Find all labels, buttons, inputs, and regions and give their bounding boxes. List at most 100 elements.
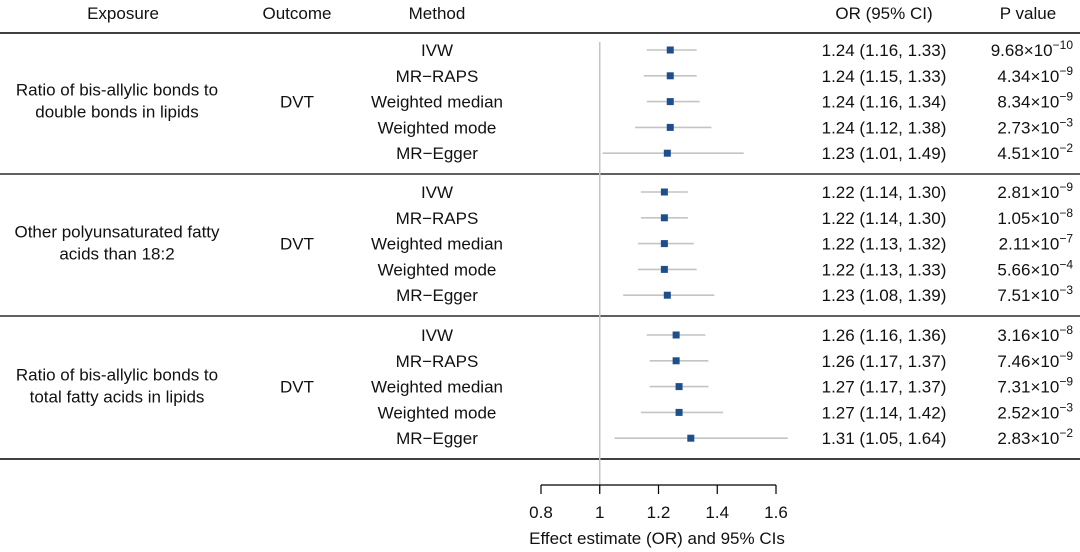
x-axis-ticks: 0.8 1 1.2 1.4 1.6 — [529, 485, 788, 522]
forest-row: MR−Egger 1.31 (1.05, 1.64) 2.83×10−2 — [396, 426, 1073, 448]
forest-row: MR−RAPS 1.24 (1.15, 1.33) 4.34×10−9 — [396, 64, 1074, 86]
exposure-line: double bonds in lipids — [35, 103, 199, 122]
p-value-text: 2.81×10−9 — [997, 180, 1073, 202]
or-ci-text: 1.22 (1.13, 1.33) — [822, 260, 947, 279]
forest-row: IVW 1.26 (1.16, 1.36) 3.16×10−8 — [421, 323, 1073, 345]
p-value-text: 7.31×10−9 — [997, 375, 1073, 397]
method-label: MR−RAPS — [396, 209, 479, 228]
point-estimate — [663, 291, 671, 299]
p-value-exponent: −8 — [1059, 323, 1073, 337]
p-value-text: 2.52×10−3 — [997, 400, 1073, 422]
forest-row: MR−RAPS 1.22 (1.14, 1.30) 1.05×10−8 — [396, 206, 1074, 228]
x-tick-label: 1 — [595, 503, 604, 522]
or-ci-text: 1.26 (1.16, 1.36) — [822, 326, 947, 345]
point-estimate — [666, 46, 674, 54]
method-label: Weighted median — [371, 378, 503, 397]
p-value-exponent: −9 — [1059, 180, 1073, 194]
point-estimate — [660, 214, 668, 222]
point-estimate — [666, 72, 674, 80]
forest-row: Weighted median 1.22 (1.13, 1.32) 2.11×10−… — [371, 232, 1073, 254]
p-value-mantissa: 2.52×10 — [997, 403, 1059, 422]
p-value-mantissa: 8.34×10 — [997, 93, 1059, 112]
forest-row: IVW 1.22 (1.14, 1.30) 2.81×10−9 — [421, 180, 1073, 202]
point-estimate — [675, 383, 683, 391]
p-value-mantissa: 7.31×10 — [997, 378, 1059, 397]
x-axis-title: Effect estimate (OR) and 95% CIs — [529, 529, 785, 548]
or-ci-text: 1.24 (1.15, 1.33) — [822, 67, 947, 86]
forest-row: Weighted mode 1.27 (1.14, 1.42) 2.52×10−3 — [378, 400, 1074, 422]
p-value-exponent: −3 — [1059, 115, 1073, 129]
p-value-exponent: −10 — [1053, 38, 1074, 52]
p-value-mantissa: 7.46×10 — [997, 352, 1059, 371]
p-value-exponent: −2 — [1059, 141, 1073, 155]
p-value-text: 2.11×10−7 — [999, 232, 1074, 254]
p-value-text: 1.05×10−8 — [997, 206, 1073, 228]
point-estimate — [660, 240, 668, 248]
p-value-text: 2.83×10−2 — [997, 426, 1073, 448]
p-value-mantissa: 7.51×10 — [997, 286, 1059, 305]
method-label: Weighted mode — [378, 260, 497, 279]
method-label: Weighted mode — [378, 118, 497, 137]
point-estimate — [663, 149, 671, 157]
outcome-label: DVT — [280, 378, 314, 397]
groups: Ratio of bis-allylic bonds to double bond… — [14, 38, 1073, 448]
method-label: IVW — [421, 183, 453, 202]
outcome-label: DVT — [280, 93, 314, 112]
x-tick-label: 0.8 — [529, 503, 553, 522]
or-ci-text: 1.27 (1.17, 1.37) — [822, 378, 947, 397]
header-row: Exposure Outcome Method OR (95% CI) P va… — [87, 4, 1056, 23]
p-value-text: 3.16×10−8 — [997, 323, 1073, 345]
or-ci-text: 1.23 (1.01, 1.49) — [822, 144, 947, 163]
exposure-line: total fatty acids in lipids — [30, 388, 205, 407]
x-axis: 0.8 1 1.2 1.4 1.6 Effect estimate (OR) and 9… — [529, 484, 788, 548]
exposure-line: Ratio of bis-allylic bonds to — [16, 81, 218, 100]
method-label: MR−RAPS — [396, 352, 479, 371]
p-value-mantissa: 9.68×10 — [991, 41, 1053, 60]
p-value-exponent: −9 — [1059, 375, 1073, 389]
method-label: IVW — [421, 41, 453, 60]
exposure-label: Ratio of bis-allylic bonds to total fatty… — [16, 366, 218, 407]
or-ci-text: 1.27 (1.14, 1.42) — [822, 403, 947, 422]
method-label: IVW — [421, 326, 453, 345]
point-estimate — [660, 188, 668, 196]
p-value-mantissa: 4.51×10 — [997, 144, 1059, 163]
group-3: Ratio of bis-allylic bonds to total fatty… — [16, 323, 1073, 448]
point-estimate — [666, 123, 674, 131]
p-value-text: 4.34×10−9 — [997, 64, 1073, 86]
forest-row: Weighted mode 1.24 (1.12, 1.38) 2.73×10−3 — [378, 115, 1074, 137]
p-value-mantissa: 1.05×10 — [997, 209, 1059, 228]
p-value-mantissa: 3.16×10 — [997, 326, 1059, 345]
p-value-text: 9.68×10−10 — [991, 38, 1074, 60]
forest-row: MR−Egger 1.23 (1.01, 1.49) 4.51×10−2 — [396, 141, 1073, 163]
header-outcome: Outcome — [263, 4, 332, 23]
group-1: Ratio of bis-allylic bonds to double bond… — [16, 38, 1073, 163]
header-or-ci: OR (95% CI) — [835, 4, 932, 23]
point-estimate — [687, 434, 695, 442]
p-value-mantissa: 5.66×10 — [997, 260, 1059, 279]
or-ci-text: 1.24 (1.16, 1.33) — [822, 41, 947, 60]
p-value-exponent: −7 — [1059, 232, 1073, 246]
or-ci-text: 1.31 (1.05, 1.64) — [822, 429, 947, 448]
or-ci-text: 1.23 (1.08, 1.39) — [822, 286, 947, 305]
forest-row: Weighted mode 1.22 (1.13, 1.33) 5.66×10−4 — [378, 257, 1074, 279]
exposure-label: Ratio of bis-allylic bonds to double bond… — [16, 81, 218, 122]
method-label: MR−Egger — [396, 144, 478, 163]
point-estimate — [666, 98, 674, 106]
p-value-exponent: −8 — [1059, 206, 1073, 220]
exposure-label: Other polyunsaturated fatty acids than 18… — [14, 223, 220, 264]
point-estimate — [672, 357, 680, 365]
p-value-exponent: −2 — [1059, 426, 1073, 440]
forest-row: MR−RAPS 1.26 (1.17, 1.37) 7.46×10−9 — [396, 349, 1074, 371]
p-value-exponent: −3 — [1059, 283, 1073, 297]
header-exposure: Exposure — [87, 4, 159, 23]
or-ci-text: 1.24 (1.16, 1.34) — [822, 93, 947, 112]
or-ci-text: 1.22 (1.13, 1.32) — [822, 235, 947, 254]
p-value-mantissa: 4.34×10 — [997, 67, 1059, 86]
p-value-text: 5.66×10−4 — [997, 257, 1073, 279]
p-value-text: 7.51×10−3 — [997, 283, 1073, 305]
header-method: Method — [409, 4, 466, 23]
p-value-mantissa: 2.83×10 — [997, 429, 1059, 448]
exposure-line: acids than 18:2 — [59, 245, 174, 264]
point-estimate — [675, 408, 683, 416]
method-label: MR−Egger — [396, 429, 478, 448]
